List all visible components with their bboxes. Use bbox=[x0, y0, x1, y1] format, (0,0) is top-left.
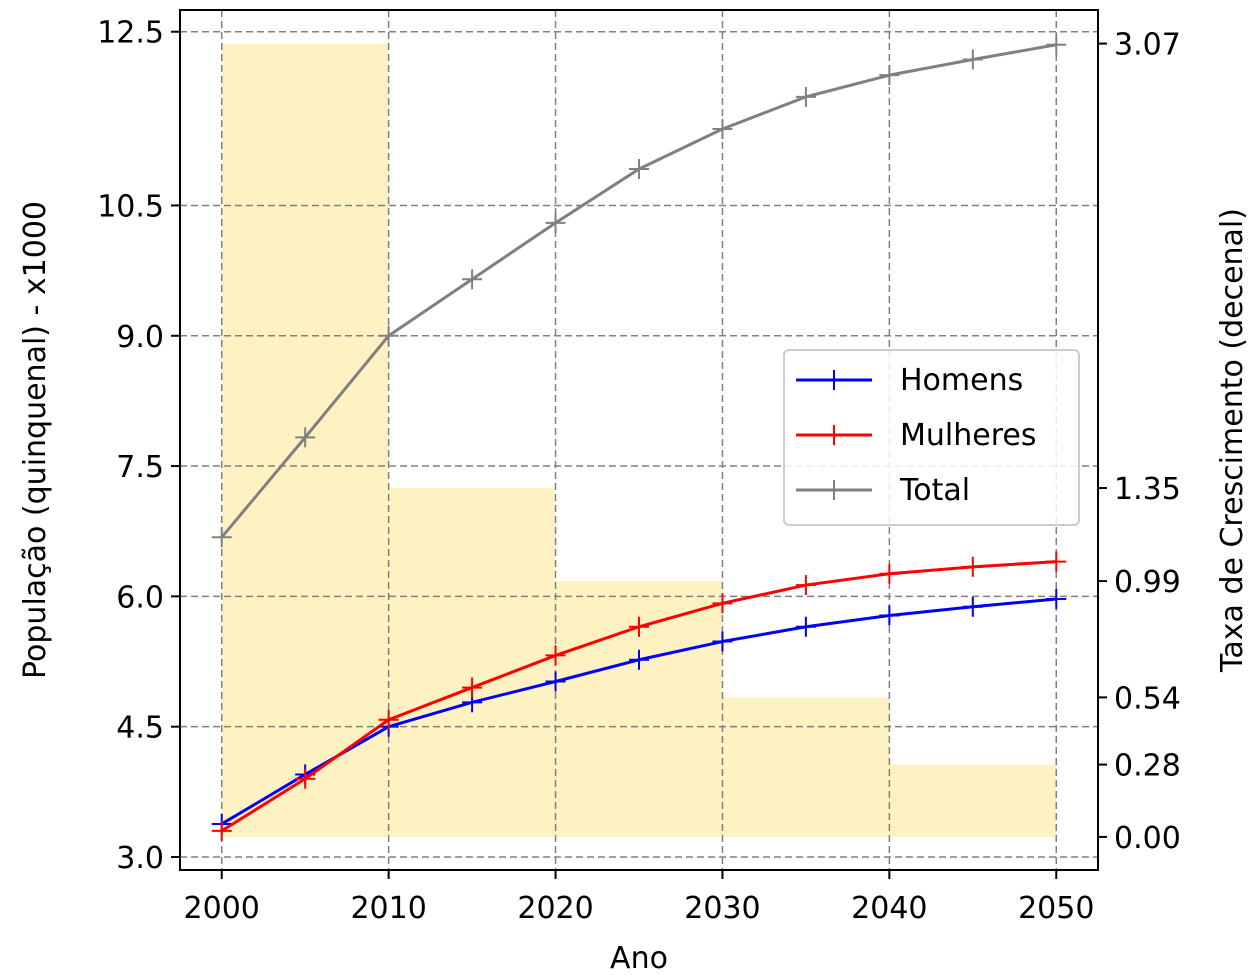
data-point-total bbox=[879, 65, 900, 86]
y2-tick-label: 1.35 bbox=[1114, 472, 1181, 507]
x-axis-label: Ano bbox=[610, 941, 668, 976]
data-point-total bbox=[712, 119, 733, 140]
y-tick-label: 7.5 bbox=[116, 450, 164, 485]
plot-frame bbox=[179, 9, 1099, 871]
y-tick-label: 12.5 bbox=[97, 16, 164, 51]
y2-tick-label: 0.99 bbox=[1114, 565, 1181, 600]
data-point-homens bbox=[712, 631, 733, 652]
y2-tick-label: 0.00 bbox=[1114, 821, 1181, 856]
legend-item-mulheres: Mulheres bbox=[796, 418, 1036, 453]
legend-item-total: Total bbox=[796, 473, 970, 508]
data-point-total bbox=[1046, 34, 1067, 55]
data-point-mulheres bbox=[879, 563, 900, 584]
legend-label: Homens bbox=[900, 363, 1023, 398]
y-tick-label: 4.5 bbox=[116, 711, 164, 746]
y2-tick-label: 0.54 bbox=[1114, 681, 1181, 716]
data-point-homens bbox=[545, 671, 566, 692]
x-tick-label: 2020 bbox=[517, 891, 593, 926]
data-point-mulheres bbox=[712, 593, 733, 614]
growth-bar bbox=[388, 488, 556, 837]
growth-bar bbox=[889, 764, 1057, 837]
data-point-mulheres bbox=[962, 556, 983, 577]
y2-axis-label: Taxa de Crescimento (decenal) bbox=[1215, 208, 1250, 673]
data-point-mulheres bbox=[629, 616, 649, 637]
data-point-mulheres bbox=[378, 709, 399, 730]
grid bbox=[180, 10, 1098, 870]
y2-tick-label: 0.28 bbox=[1114, 749, 1181, 784]
data-point-total bbox=[629, 158, 649, 179]
legend-item-homens: Homens bbox=[796, 363, 1023, 398]
y-tick-label: 9.0 bbox=[116, 320, 164, 355]
legend-items: Homens Mulheres Total bbox=[796, 363, 1036, 508]
y-tick-label: 6.0 bbox=[116, 580, 164, 615]
x-tick-label: 2010 bbox=[350, 891, 426, 926]
axis-ticks: 2000 2010 2020 2030 2040 2050 3.0 4.5 6.0 7.5 9.0 1… bbox=[97, 16, 1181, 926]
data-point-mulheres bbox=[295, 768, 316, 789]
series-lines bbox=[211, 34, 1067, 841]
data-point-homens bbox=[795, 616, 816, 637]
data-point-total bbox=[962, 49, 983, 70]
y-tick-label: 10.5 bbox=[97, 189, 164, 224]
legend-box bbox=[783, 349, 1080, 526]
y-axis-label: População (quinquenal) - x1000 bbox=[18, 201, 53, 679]
growth-bar bbox=[722, 697, 890, 837]
data-point-homens bbox=[629, 649, 649, 670]
y-tick-label: 3.0 bbox=[116, 841, 164, 876]
data-point-total bbox=[462, 269, 483, 290]
x-tick-label: 2000 bbox=[184, 891, 260, 926]
growth-rate-bars bbox=[221, 43, 1057, 837]
legend: Homens Mulheres Total bbox=[783, 349, 1080, 526]
data-point-mulheres bbox=[462, 677, 483, 698]
x-tick-label: 2040 bbox=[851, 891, 927, 926]
data-point-total bbox=[545, 212, 566, 233]
data-point-homens bbox=[962, 596, 983, 617]
legend-label: Total bbox=[899, 473, 970, 508]
x-tick-label: 2050 bbox=[1018, 891, 1094, 926]
data-point-total bbox=[211, 527, 232, 548]
data-point-total bbox=[378, 325, 399, 346]
data-point-homens bbox=[879, 605, 900, 626]
y2-tick-label: 3.07 bbox=[1114, 28, 1181, 63]
data-point-homens bbox=[1046, 588, 1067, 609]
data-point-mulheres bbox=[545, 645, 566, 666]
data-point-mulheres bbox=[211, 820, 232, 841]
data-point-mulheres bbox=[1046, 551, 1067, 572]
data-point-mulheres bbox=[795, 575, 816, 596]
x-tick-label: 2030 bbox=[684, 891, 760, 926]
data-point-total bbox=[295, 427, 316, 448]
legend-label: Mulheres bbox=[900, 418, 1036, 453]
data-point-total bbox=[795, 86, 816, 107]
